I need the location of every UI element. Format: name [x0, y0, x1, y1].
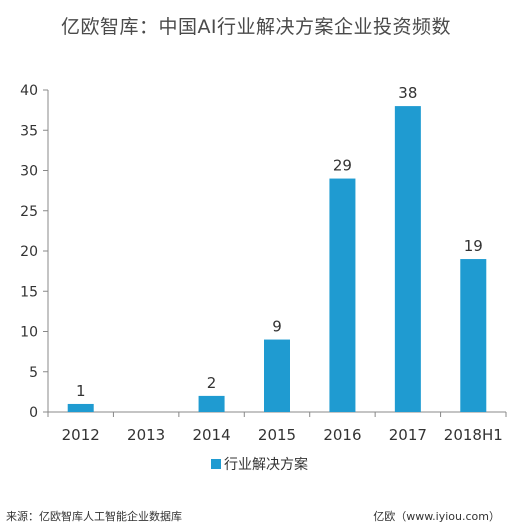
y-tick-label: 5	[29, 365, 38, 381]
data-label-2017: 38	[398, 84, 417, 102]
y-tick-label: 0	[29, 405, 38, 421]
bar-2017	[394, 106, 421, 412]
y-tick-label: 10	[20, 325, 38, 341]
bar-2014	[198, 395, 225, 412]
x-tick-label: 2013	[127, 426, 165, 444]
data-label-2016: 29	[333, 157, 352, 175]
chart-axes: 0 5 10 15 20 25 30 35 40	[20, 83, 507, 421]
x-tick-label: 2015	[258, 426, 296, 444]
y-tick-label: 20	[20, 244, 38, 260]
x-tick-label: 2017	[389, 426, 427, 444]
chart-labels: 1 2012 2013 2 2014 9 2015 29 2016 38 2017 19 2018H1	[62, 84, 503, 444]
bar-2016	[329, 178, 356, 412]
bar-2018H1	[460, 259, 487, 412]
y-tick-label: 30	[20, 164, 38, 180]
y-tick-label: 25	[20, 204, 38, 220]
source-note: 来源：亿欧智库人工智能企业数据库	[6, 510, 182, 523]
x-tick-label: 2018H1	[444, 426, 503, 444]
data-label-2012: 1	[76, 382, 86, 400]
data-label-2015: 9	[272, 318, 282, 336]
y-tick-label: 35	[20, 123, 38, 139]
legend-label: 行业解决方案	[224, 456, 308, 473]
y-tick-label: 15	[20, 284, 38, 300]
x-tick-label: 2012	[62, 426, 100, 444]
bar-2015	[264, 339, 290, 412]
y-tick-label: 40	[20, 83, 38, 99]
bar-2012	[67, 403, 94, 412]
legend-swatch	[211, 459, 221, 469]
data-label-2014: 2	[207, 374, 217, 392]
chart-bars	[67, 106, 487, 412]
chart-legend: 行业解决方案	[211, 456, 308, 473]
x-tick-label: 2016	[323, 426, 361, 444]
x-tick-label: 2014	[192, 426, 230, 444]
data-label-2018H1: 19	[464, 237, 483, 255]
chart-title: 亿欧智库：中国AI行业解决方案企业投资频数	[60, 16, 452, 38]
brand-credit: 亿欧（www.iyiou.com）	[373, 510, 500, 523]
